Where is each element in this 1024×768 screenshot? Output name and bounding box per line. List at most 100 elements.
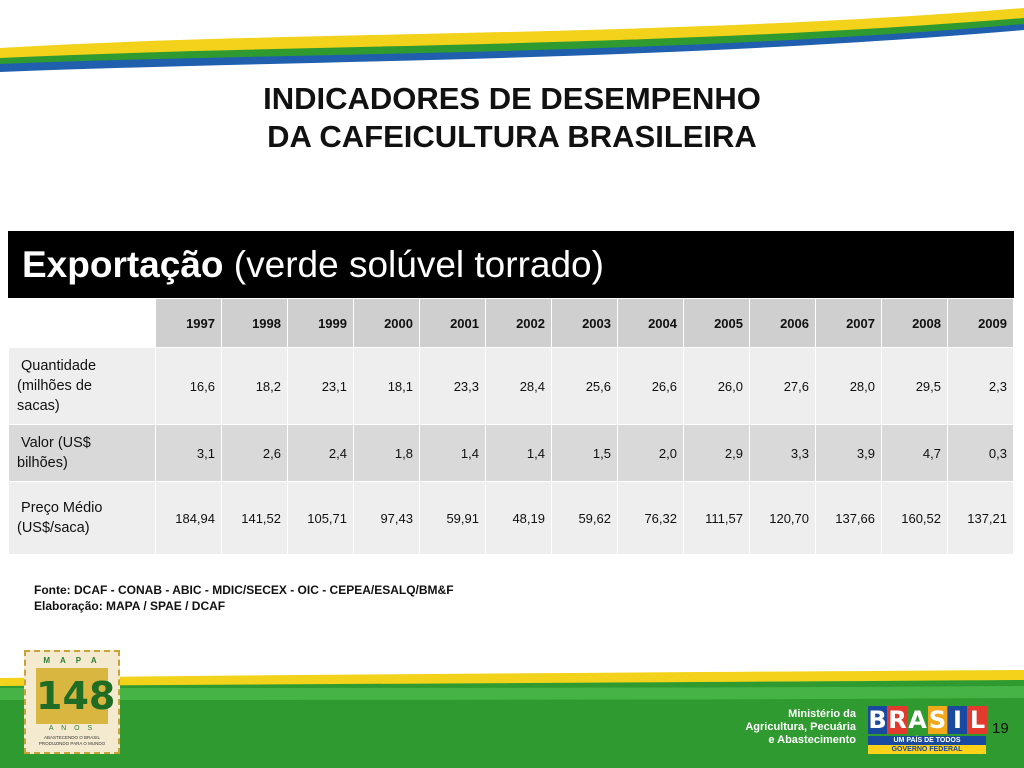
table-cell: 184,94: [155, 481, 222, 555]
table-cell: 18,2: [221, 347, 288, 425]
table-cell: 1,4: [485, 424, 552, 482]
brasil-letter: R: [888, 706, 907, 734]
table-row-valor: Valor (US$ bilhões) 3,1 2,6 2,4 1,8 1,4 …: [8, 424, 1014, 482]
year-header: 2003: [551, 298, 618, 348]
section-banner: Exportação (verde solúvel torrado): [8, 231, 1014, 298]
table-row-preco: Preço Médio (US$/saca) 184,94 141,52 105…: [8, 481, 1014, 555]
table-cell: 59,91: [419, 481, 486, 555]
year-header: 2008: [881, 298, 948, 348]
brasil-governo-federal-logo: B R A S I L UM PAÍS DE TODOS GOVERNO FED…: [868, 706, 998, 754]
table-cell: 23,1: [287, 347, 354, 425]
year-header: 2002: [485, 298, 552, 348]
table-cell: 59,62: [551, 481, 618, 555]
table-cell: 1,4: [419, 424, 486, 482]
row-label-line: (US$/saca): [17, 520, 90, 536]
table-cell: 25,6: [551, 347, 618, 425]
row-label: Valor (US$ bilhões): [8, 424, 156, 482]
table-header-row: 1997 1998 1999 2000 2001 2002 2003 2004 …: [8, 298, 1014, 348]
year-header: 2001: [419, 298, 486, 348]
table-cell: 29,5: [881, 347, 948, 425]
table-cell: 26,0: [683, 347, 750, 425]
row-label-line: bilhões): [17, 455, 68, 471]
table-cell: 2,4: [287, 424, 354, 482]
year-header: 1997: [155, 298, 222, 348]
table-cell: 97,43: [353, 481, 420, 555]
table-cell: 3,1: [155, 424, 222, 482]
table-cell: 1,5: [551, 424, 618, 482]
table-cell: 105,71: [287, 481, 354, 555]
brasil-letter: S: [928, 706, 947, 734]
brasil-letters: B R A S I L: [868, 706, 988, 736]
row-label-line: Valor (US$: [17, 435, 91, 451]
table-cell: 28,0: [815, 347, 882, 425]
banner-normal-text: (verde solúvel torrado): [233, 244, 604, 285]
table-cell: 48,19: [485, 481, 552, 555]
row-label-line: sacas): [17, 398, 60, 414]
year-header: 2000: [353, 298, 420, 348]
year-header: 2006: [749, 298, 816, 348]
ministry-line: Ministério da: [788, 708, 856, 720]
row-label: Quantidade (milhões de sacas): [8, 347, 156, 425]
table-cell: 2,3: [947, 347, 1014, 425]
export-table-wrapper: 1997 1998 1999 2000 2001 2002 2003 2004 …: [8, 298, 1014, 555]
logo-anos-text: A N O S: [48, 725, 96, 732]
banner-bold-text: Exportação: [22, 244, 224, 285]
table-cell: 1,8: [353, 424, 420, 482]
export-table: 1997 1998 1999 2000 2001 2002 2003 2004 …: [8, 298, 1014, 555]
ministry-name: Ministério da Agricultura, Pecuária e Ab…: [720, 708, 856, 747]
table-cell: 4,7: [881, 424, 948, 482]
table-cell: 137,21: [947, 481, 1014, 555]
table-cell: 141,52: [221, 481, 288, 555]
table-cell: 120,70: [749, 481, 816, 555]
title-line-1: INDICADORES DE DESEMPENHO: [263, 81, 761, 116]
table-cell: 23,3: [419, 347, 486, 425]
elaboration-line: Elaboração: MAPA / SPAE / DCAF: [34, 599, 226, 613]
top-decorative-swoosh: [0, 8, 1024, 72]
year-header: 1998: [221, 298, 288, 348]
table-cell: 137,66: [815, 481, 882, 555]
table-cell: 27,6: [749, 347, 816, 425]
row-label-line: Preço Médio: [17, 500, 103, 516]
table-cell: 18,1: [353, 347, 420, 425]
table-cell: 0,3: [947, 424, 1014, 482]
logo-mapa-text: M A P A: [43, 656, 101, 665]
brasil-letter: I: [948, 706, 967, 734]
brasil-slogan: UM PAÍS DE TODOS: [868, 736, 986, 745]
brasil-governo: GOVERNO FEDERAL: [868, 745, 986, 754]
mapa-148-anos-logo: M A P A 148 A N O S ABASTECENDO O BRASIL…: [24, 650, 120, 754]
brasil-letter: L: [968, 706, 987, 734]
table-cell: 2,6: [221, 424, 288, 482]
table-row-quantidade: Quantidade (milhões de sacas) 16,6 18,2 …: [8, 347, 1014, 425]
brasil-letter: B: [868, 706, 887, 734]
table-cell: 76,32: [617, 481, 684, 555]
table-cell: 2,0: [617, 424, 684, 482]
year-header: 2004: [617, 298, 684, 348]
ministry-line: e Abastecimento: [768, 734, 856, 746]
table-cell: 3,3: [749, 424, 816, 482]
brasil-letter: A: [908, 706, 927, 734]
year-header: 1999: [287, 298, 354, 348]
table-cell: 160,52: [881, 481, 948, 555]
row-label-line: Quantidade: [17, 358, 97, 374]
source-note: Fonte: DCAF - CONAB - ABIC - MDIC/SECEX …: [34, 582, 454, 614]
page-number: 19: [992, 720, 1009, 737]
bottom-decorative-band: [0, 668, 1024, 768]
title-line-2: DA CAFEICULTURA BRASILEIRA: [267, 119, 757, 154]
year-header: 2009: [947, 298, 1014, 348]
table-cell: 28,4: [485, 347, 552, 425]
logo-tagline: ABASTECENDO O BRASIL PRODUZINDO PARA O M…: [38, 735, 106, 746]
table-cell: 26,6: [617, 347, 684, 425]
table-cell: 3,9: [815, 424, 882, 482]
year-header: 2005: [683, 298, 750, 348]
table-corner-cell: [8, 298, 156, 348]
table-cell: 2,9: [683, 424, 750, 482]
year-header: 2007: [815, 298, 882, 348]
table-cell: 111,57: [683, 481, 750, 555]
page-title: INDICADORES DE DESEMPENHO DA CAFEICULTUR…: [0, 80, 1024, 156]
ministry-line: Agricultura, Pecuária: [745, 721, 856, 733]
row-label: Preço Médio (US$/saca): [8, 481, 156, 555]
row-label-line: (milhões de: [17, 378, 92, 394]
logo-148-number: 148: [36, 668, 115, 724]
table-cell: 16,6: [155, 347, 222, 425]
source-line: Fonte: DCAF - CONAB - ABIC - MDIC/SECEX …: [34, 583, 454, 597]
